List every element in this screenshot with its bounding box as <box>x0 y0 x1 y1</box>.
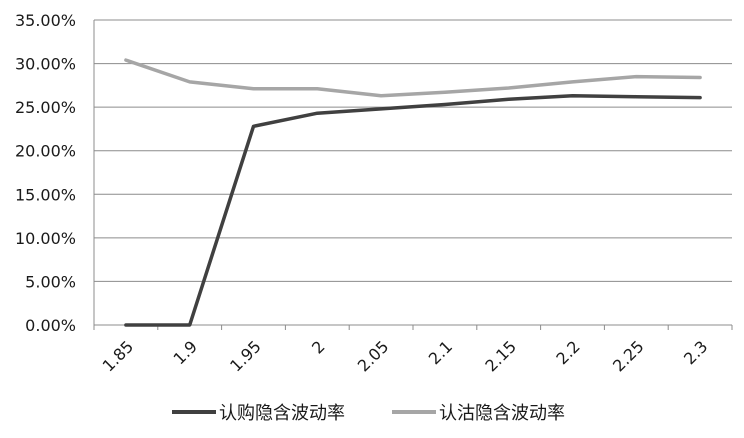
y-tick-labels: 0.00% 5.00% 10.00% 15.00% 20.00% 25.00% 30.00%… <box>15 11 76 335</box>
y-tick-label: 30.00% <box>15 55 76 74</box>
y-tick-label: 20.00% <box>15 142 76 161</box>
x-tick-label: 2.05 <box>354 337 393 376</box>
x-tick-label: 2.3 <box>680 337 711 368</box>
y-tick-label: 15.00% <box>15 185 76 204</box>
y-tick-label: 10.00% <box>15 229 76 248</box>
y-tick-label: 25.00% <box>15 98 76 117</box>
x-tick-label: 2.25 <box>609 337 648 376</box>
legend-label: 认沽隐含波动率 <box>439 403 565 424</box>
series-line-1 <box>126 60 700 96</box>
x-tick-label: 1.95 <box>226 337 265 376</box>
x-tick-label: 1.85 <box>99 337 138 376</box>
legend: 认购隐含波动率 认沽隐含波动率 <box>172 403 565 424</box>
gridlines <box>94 20 732 281</box>
x-tick-label: 2.1 <box>425 337 456 368</box>
axes <box>94 20 732 330</box>
y-tick-label: 0.00% <box>25 316 76 335</box>
x-tick-label: 1.9 <box>170 337 201 368</box>
series-lines <box>126 60 700 325</box>
x-tick-label: 2.2 <box>552 337 583 368</box>
y-tick-label: 5.00% <box>25 272 76 291</box>
series-line-0 <box>126 96 700 325</box>
x-tick-labels: 1.85 1.9 1.95 2 2.05 2.1 2.15 2.2 2.25 2.3 <box>99 337 712 376</box>
legend-label: 认购隐含波动率 <box>219 403 345 424</box>
x-tick-label: 2.15 <box>481 337 520 376</box>
y-tick-label: 35.00% <box>15 11 76 30</box>
x-tick-label: 2 <box>308 337 329 358</box>
